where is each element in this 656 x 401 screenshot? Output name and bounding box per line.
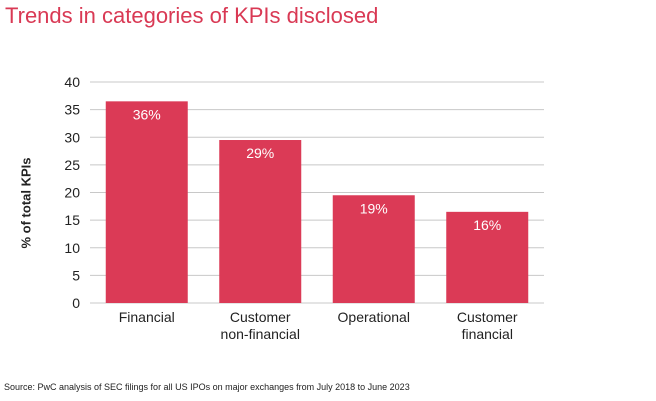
x-tick-label: Customer non-financial (221, 309, 300, 342)
x-tick-label-line: Customer (457, 309, 518, 325)
y-tick-label: 10 (64, 240, 80, 256)
data-label: 19% (360, 200, 388, 216)
y-tick-label: 35 (64, 102, 80, 118)
y-tick-label: 5 (72, 267, 80, 283)
bar (446, 211, 529, 303)
bar (105, 101, 188, 304)
y-tick-label: 30 (64, 129, 80, 145)
y-tick-label: 20 (64, 185, 80, 201)
x-tick-label-line: financial (462, 326, 513, 342)
y-tick-label: 25 (64, 157, 80, 173)
data-label: 36% (133, 106, 161, 122)
bar (219, 140, 302, 303)
x-tick-label: Financial (119, 309, 175, 325)
x-tick-label: Customer financial (457, 309, 518, 342)
y-tick-label: 15 (64, 212, 80, 228)
source-note: Source: PwC analysis of SEC filings for … (4, 382, 410, 392)
x-tick-label-line: non-financial (221, 326, 300, 342)
y-tick-label: 40 (64, 74, 80, 90)
bar (332, 195, 415, 303)
y-tick-label: 0 (72, 295, 80, 311)
data-label: 29% (246, 145, 274, 161)
x-tick-label: Operational (338, 309, 410, 325)
x-tick-label-line: Financial (119, 309, 175, 325)
x-tick-label-line: Customer (230, 309, 291, 325)
x-tick-label-line: Operational (338, 309, 410, 325)
data-label: 16% (473, 217, 501, 233)
chart-title: Trends in categories of KPIs disclosed (5, 3, 379, 28)
